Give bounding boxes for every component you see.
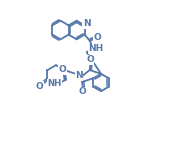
Text: N: N xyxy=(75,71,83,80)
Text: NH: NH xyxy=(48,79,62,88)
Text: O: O xyxy=(94,33,101,42)
Text: O: O xyxy=(35,82,43,91)
Text: NH: NH xyxy=(88,44,103,53)
Text: N: N xyxy=(83,19,90,28)
Text: O: O xyxy=(79,87,86,96)
Text: O: O xyxy=(58,65,66,74)
Text: O: O xyxy=(86,56,94,64)
